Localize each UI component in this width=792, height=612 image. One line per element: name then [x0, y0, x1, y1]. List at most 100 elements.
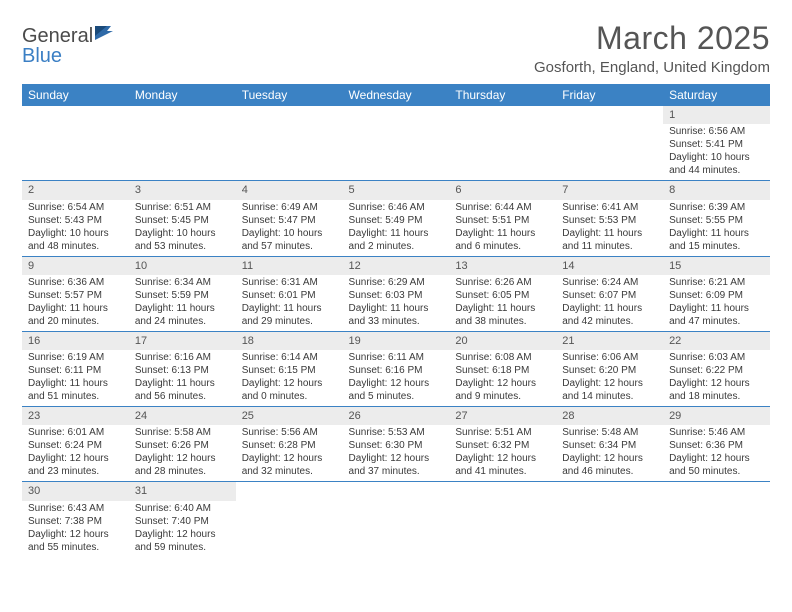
calendar-cell: 8Sunrise: 6:39 AMSunset: 5:55 PMDaylight…: [663, 181, 770, 256]
day-details: Sunrise: 6:36 AMSunset: 5:57 PMDaylight:…: [22, 275, 129, 331]
daylight-text: Daylight: 10 hours and 44 minutes.: [669, 151, 764, 177]
sunset-text: Sunset: 6:07 PM: [562, 289, 657, 302]
sunset-text: Sunset: 6:05 PM: [455, 289, 550, 302]
day-details: Sunrise: 6:56 AMSunset: 5:41 PMDaylight:…: [663, 124, 770, 180]
day-number: 21: [556, 332, 663, 350]
weekday-header: Friday: [556, 84, 663, 106]
calendar-cell: 17Sunrise: 6:16 AMSunset: 6:13 PMDayligh…: [129, 331, 236, 406]
calendar-week-row: 16Sunrise: 6:19 AMSunset: 6:11 PMDayligh…: [22, 331, 770, 406]
calendar-cell: 24Sunrise: 5:58 AMSunset: 6:26 PMDayligh…: [129, 407, 236, 482]
calendar-cell: 3Sunrise: 6:51 AMSunset: 5:45 PMDaylight…: [129, 181, 236, 256]
daylight-text: Daylight: 11 hours and 42 minutes.: [562, 302, 657, 328]
day-number: 3: [129, 181, 236, 199]
calendar-cell: [449, 106, 556, 181]
day-details: Sunrise: 6:29 AMSunset: 6:03 PMDaylight:…: [343, 275, 450, 331]
header: General Blue March 2025 Gosforth, Englan…: [22, 20, 770, 76]
sunrise-text: Sunrise: 6:06 AM: [562, 351, 657, 364]
calendar-cell: 28Sunrise: 5:48 AMSunset: 6:34 PMDayligh…: [556, 407, 663, 482]
day-number: 20: [449, 332, 556, 350]
sunrise-text: Sunrise: 6:14 AM: [242, 351, 337, 364]
calendar-cell: 20Sunrise: 6:08 AMSunset: 6:18 PMDayligh…: [449, 331, 556, 406]
calendar-cell: [22, 106, 129, 181]
sunset-text: Sunset: 6:18 PM: [455, 364, 550, 377]
calendar-cell: 11Sunrise: 6:31 AMSunset: 6:01 PMDayligh…: [236, 256, 343, 331]
sunrise-text: Sunrise: 6:19 AM: [28, 351, 123, 364]
day-number: 29: [663, 407, 770, 425]
calendar-cell: 26Sunrise: 5:53 AMSunset: 6:30 PMDayligh…: [343, 407, 450, 482]
day-number: 28: [556, 407, 663, 425]
logo-part1: General: [22, 25, 93, 47]
calendar-cell: [343, 106, 450, 181]
daylight-text: Daylight: 11 hours and 24 minutes.: [135, 302, 230, 328]
sunrise-text: Sunrise: 6:41 AM: [562, 201, 657, 214]
day-details: Sunrise: 6:21 AMSunset: 6:09 PMDaylight:…: [663, 275, 770, 331]
sunset-text: Sunset: 6:30 PM: [349, 439, 444, 452]
sunrise-text: Sunrise: 6:44 AM: [455, 201, 550, 214]
day-details: Sunrise: 6:31 AMSunset: 6:01 PMDaylight:…: [236, 275, 343, 331]
day-number: 26: [343, 407, 450, 425]
daylight-text: Daylight: 12 hours and 50 minutes.: [669, 452, 764, 478]
logo-flag-icon: [95, 26, 115, 40]
day-number: 1: [663, 106, 770, 124]
calendar-cell: 9Sunrise: 6:36 AMSunset: 5:57 PMDaylight…: [22, 256, 129, 331]
sunrise-text: Sunrise: 6:24 AM: [562, 276, 657, 289]
calendar-cell: 22Sunrise: 6:03 AMSunset: 6:22 PMDayligh…: [663, 331, 770, 406]
calendar-cell: 4Sunrise: 6:49 AMSunset: 5:47 PMDaylight…: [236, 181, 343, 256]
day-details: Sunrise: 5:53 AMSunset: 6:30 PMDaylight:…: [343, 425, 450, 481]
sunrise-text: Sunrise: 6:03 AM: [669, 351, 764, 364]
calendar-cell: 2Sunrise: 6:54 AMSunset: 5:43 PMDaylight…: [22, 181, 129, 256]
day-details: Sunrise: 6:51 AMSunset: 5:45 PMDaylight:…: [129, 200, 236, 256]
calendar-cell: 27Sunrise: 5:51 AMSunset: 6:32 PMDayligh…: [449, 407, 556, 482]
daylight-text: Daylight: 12 hours and 0 minutes.: [242, 377, 337, 403]
calendar-cell: 18Sunrise: 6:14 AMSunset: 6:15 PMDayligh…: [236, 331, 343, 406]
daylight-text: Daylight: 12 hours and 28 minutes.: [135, 452, 230, 478]
day-details: Sunrise: 6:54 AMSunset: 5:43 PMDaylight:…: [22, 200, 129, 256]
day-details: Sunrise: 6:01 AMSunset: 6:24 PMDaylight:…: [22, 425, 129, 481]
daylight-text: Daylight: 11 hours and 47 minutes.: [669, 302, 764, 328]
calendar-week-row: 23Sunrise: 6:01 AMSunset: 6:24 PMDayligh…: [22, 407, 770, 482]
calendar-week-row: 30Sunrise: 6:43 AMSunset: 7:38 PMDayligh…: [22, 482, 770, 557]
calendar-cell: 13Sunrise: 6:26 AMSunset: 6:05 PMDayligh…: [449, 256, 556, 331]
calendar-cell: 19Sunrise: 6:11 AMSunset: 6:16 PMDayligh…: [343, 331, 450, 406]
daylight-text: Daylight: 10 hours and 57 minutes.: [242, 227, 337, 253]
day-details: Sunrise: 6:19 AMSunset: 6:11 PMDaylight:…: [22, 350, 129, 406]
sunset-text: Sunset: 6:09 PM: [669, 289, 764, 302]
day-details: Sunrise: 6:40 AMSunset: 7:40 PMDaylight:…: [129, 501, 236, 557]
weekday-header: Monday: [129, 84, 236, 106]
daylight-text: Daylight: 12 hours and 41 minutes.: [455, 452, 550, 478]
day-number: 18: [236, 332, 343, 350]
day-number: 25: [236, 407, 343, 425]
day-number: 14: [556, 257, 663, 275]
sunrise-text: Sunrise: 6:43 AM: [28, 502, 123, 515]
calendar-cell: 31Sunrise: 6:40 AMSunset: 7:40 PMDayligh…: [129, 482, 236, 557]
sunrise-text: Sunrise: 6:08 AM: [455, 351, 550, 364]
day-details: Sunrise: 6:46 AMSunset: 5:49 PMDaylight:…: [343, 200, 450, 256]
day-number: 31: [129, 482, 236, 500]
day-number: 2: [22, 181, 129, 199]
day-number: 17: [129, 332, 236, 350]
day-number: 13: [449, 257, 556, 275]
sunrise-text: Sunrise: 6:54 AM: [28, 201, 123, 214]
sunset-text: Sunset: 6:32 PM: [455, 439, 550, 452]
sunrise-text: Sunrise: 5:48 AM: [562, 426, 657, 439]
sunrise-text: Sunrise: 6:36 AM: [28, 276, 123, 289]
day-number: 30: [22, 482, 129, 500]
sunset-text: Sunset: 5:41 PM: [669, 138, 764, 151]
day-details: Sunrise: 6:49 AMSunset: 5:47 PMDaylight:…: [236, 200, 343, 256]
calendar-week-row: 1Sunrise: 6:56 AMSunset: 5:41 PMDaylight…: [22, 106, 770, 181]
sunrise-text: Sunrise: 6:51 AM: [135, 201, 230, 214]
daylight-text: Daylight: 11 hours and 2 minutes.: [349, 227, 444, 253]
day-number: 10: [129, 257, 236, 275]
day-number: 5: [343, 181, 450, 199]
daylight-text: Daylight: 12 hours and 14 minutes.: [562, 377, 657, 403]
calendar-cell: 7Sunrise: 6:41 AMSunset: 5:53 PMDaylight…: [556, 181, 663, 256]
day-number: 9: [22, 257, 129, 275]
calendar-cell: 6Sunrise: 6:44 AMSunset: 5:51 PMDaylight…: [449, 181, 556, 256]
day-number: 4: [236, 181, 343, 199]
sunset-text: Sunset: 5:57 PM: [28, 289, 123, 302]
sunrise-text: Sunrise: 6:26 AM: [455, 276, 550, 289]
sunset-text: Sunset: 6:15 PM: [242, 364, 337, 377]
daylight-text: Daylight: 10 hours and 53 minutes.: [135, 227, 230, 253]
daylight-text: Daylight: 12 hours and 23 minutes.: [28, 452, 123, 478]
day-details: Sunrise: 6:44 AMSunset: 5:51 PMDaylight:…: [449, 200, 556, 256]
